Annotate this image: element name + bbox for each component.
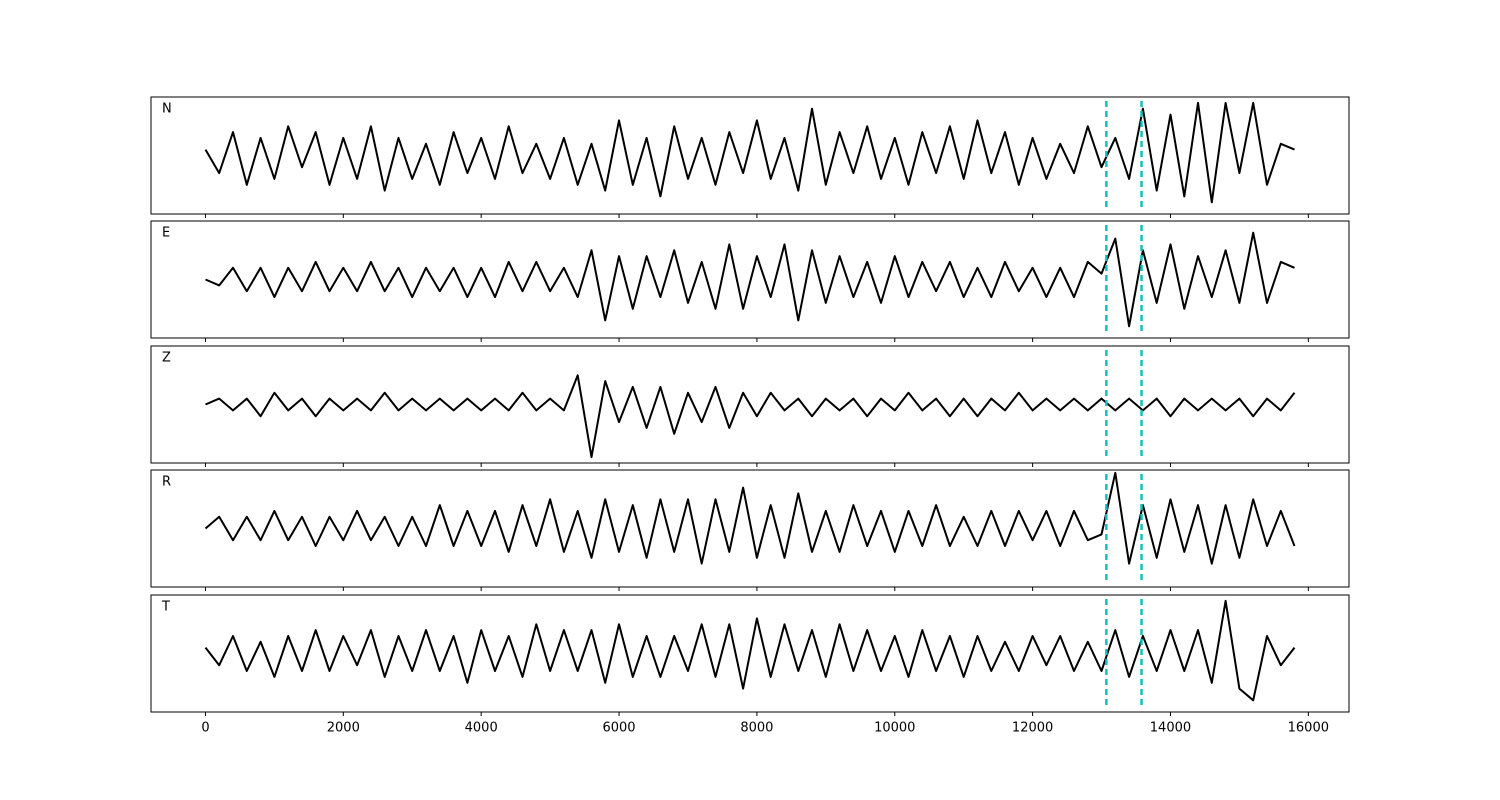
panel-label: T xyxy=(161,600,170,615)
waveform xyxy=(204,101,1295,204)
panel-frame xyxy=(150,469,1350,588)
panel-frame xyxy=(150,345,1350,464)
x-tick-label: 10000 xyxy=(874,721,915,736)
panel-frame xyxy=(150,220,1350,339)
x-tick-label: 16000 xyxy=(1288,721,1329,736)
panel-frame xyxy=(150,96,1350,215)
x-tick-label: 2000 xyxy=(327,721,360,736)
x-tick-label: 12000 xyxy=(1012,721,1053,736)
waveform xyxy=(204,599,1296,702)
x-tick-label: 6000 xyxy=(602,721,635,736)
waveform xyxy=(205,231,1295,328)
waveform xyxy=(204,471,1296,565)
panel-label: E xyxy=(162,226,170,241)
panel-label: R xyxy=(162,475,171,490)
panel-label: Z xyxy=(162,351,171,366)
x-tick-label: 0 xyxy=(201,721,209,736)
waveform xyxy=(205,374,1296,459)
x-tick-label: 8000 xyxy=(740,721,773,736)
panel-frame xyxy=(150,594,1350,713)
x-tick-label: 14000 xyxy=(1150,721,1191,736)
panel-label: N xyxy=(162,102,172,117)
x-tick-label: 4000 xyxy=(465,721,498,736)
